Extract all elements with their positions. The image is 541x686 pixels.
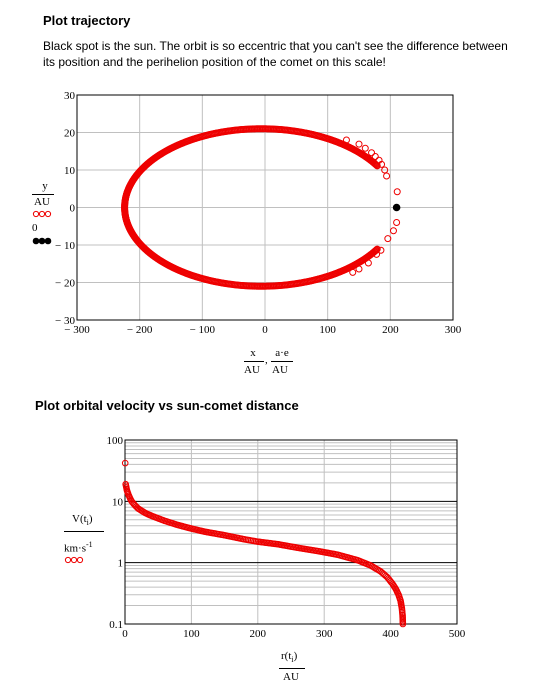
chart1-y-tick-label: 0 bbox=[70, 203, 76, 215]
chart1-y-tick-label: − 10 bbox=[55, 240, 75, 252]
chart2-velocity-point bbox=[121, 459, 129, 467]
chart1-xlabel-den: AU bbox=[244, 364, 260, 376]
chart2-y-tick-label: 100 bbox=[107, 435, 124, 447]
chart1-orbit-point bbox=[372, 246, 380, 254]
chart1-y-tick-label: 10 bbox=[64, 165, 76, 177]
chart1-legend-sun-marker bbox=[32, 237, 40, 245]
chart2-legend-marker bbox=[70, 556, 78, 564]
chart2-x-tick-label: 0 bbox=[122, 628, 128, 640]
chart2-velocity-point bbox=[131, 502, 139, 509]
chart1-x-tick-label: 0 bbox=[262, 324, 268, 336]
chart1-orbit-point bbox=[373, 246, 381, 254]
chart1-x-tick-label: 100 bbox=[319, 324, 336, 336]
chart2-legend-marker bbox=[64, 556, 72, 564]
chart1-orbit-point bbox=[342, 136, 350, 144]
chart1-frame bbox=[76, 94, 454, 321]
chart1-orbit-point bbox=[355, 265, 363, 273]
chart1-orbit-point bbox=[389, 227, 397, 235]
chart2-xlabel-den: AU bbox=[283, 671, 299, 683]
chart1-orbit-point bbox=[373, 250, 381, 258]
chart1-legend-sun-marker bbox=[38, 237, 46, 245]
chart1-y-tick-label: 20 bbox=[64, 128, 76, 140]
chart1-x-tick-label: − 300 bbox=[64, 324, 90, 336]
chart1-xlabel-bar2 bbox=[271, 361, 293, 362]
chart2-x-tick-label: 400 bbox=[382, 628, 399, 640]
chart1-ylabel-den: AU bbox=[34, 196, 50, 208]
chart1-ylabel-zero: 0 bbox=[32, 222, 38, 234]
chart1-xlabel-num2: a·e bbox=[275, 347, 289, 359]
chart2-ylabel-fraction-bar bbox=[64, 531, 104, 532]
description-text: Black spot is the sun. The orbit is so e… bbox=[43, 39, 508, 69]
chart1-y-tick-label: − 20 bbox=[55, 278, 75, 290]
chart1-y-tick-label: 30 bbox=[64, 90, 76, 102]
chart1-x-tick-label: 300 bbox=[445, 324, 462, 336]
chart1-xlabel-sep: , bbox=[265, 354, 268, 366]
chart2-ylabel-den: km·s-1 bbox=[64, 540, 93, 555]
chart1-orbit-point bbox=[381, 166, 389, 174]
chart2-x-tick-label: 500 bbox=[449, 628, 466, 640]
chart1-ylabel-num: y bbox=[42, 180, 48, 192]
chart2-velocity-point bbox=[399, 620, 407, 628]
chart1-ylabel-fraction-bar bbox=[32, 194, 54, 195]
chart1-y-tick-label: − 30 bbox=[55, 315, 75, 327]
chart1-x-tick-label: − 100 bbox=[190, 324, 216, 336]
chart2-y-tick-label: 1 bbox=[118, 558, 124, 570]
chart1-orbit-point bbox=[393, 188, 401, 196]
chart1-sun-marker bbox=[392, 203, 401, 212]
chart1-orbit-point bbox=[383, 172, 391, 180]
chart1-orbit-point bbox=[368, 149, 376, 157]
chart2-x-tick-label: 300 bbox=[316, 628, 333, 640]
chart2-x-tick-label: 200 bbox=[250, 628, 267, 640]
chart1-xlabel-den2: AU bbox=[272, 364, 288, 376]
chart2-xlabel-bar bbox=[279, 668, 305, 669]
chart2-legend-marker bbox=[76, 556, 84, 564]
chart1-legend-orbit-marker bbox=[38, 210, 46, 218]
chart1-legend-orbit-marker bbox=[44, 210, 52, 218]
chart1-orbit-point bbox=[373, 245, 381, 253]
chart1-orbit-point bbox=[375, 156, 383, 164]
chart1-orbit-point bbox=[384, 235, 392, 243]
chart2-ylabel-num: V(ti) bbox=[72, 513, 93, 528]
chart2-frame bbox=[124, 439, 458, 625]
chart1-xlabel-bar1 bbox=[244, 361, 264, 362]
chart1-orbit-point bbox=[355, 140, 363, 148]
chart1-legend-sun-marker bbox=[44, 237, 52, 245]
chart1-orbit-point bbox=[349, 268, 357, 276]
chart2-x-tick-label: 100 bbox=[183, 628, 200, 640]
chart1-orbit-point bbox=[371, 153, 379, 160]
chart2-xlabel-num: r(ti) bbox=[281, 650, 298, 665]
chart2-y-tick-label: 0.1 bbox=[109, 619, 123, 631]
chart1-xlabel-num: x bbox=[250, 347, 256, 359]
chart1-orbit-point bbox=[377, 246, 385, 254]
chart1-x-tick-label: 200 bbox=[382, 324, 399, 336]
chart1-x-tick-label: − 200 bbox=[127, 324, 153, 336]
section-title-trajectory: Plot trajectory bbox=[43, 13, 131, 28]
chart2-y-tick-label: 10 bbox=[112, 496, 124, 508]
chart1-legend-orbit-marker bbox=[32, 210, 40, 218]
section-title-velocity: Plot orbital velocity vs sun-comet dista… bbox=[35, 398, 299, 413]
chart1-orbit-point bbox=[393, 219, 401, 226]
chart1-orbit-point bbox=[364, 259, 372, 267]
chart1-orbit-point bbox=[361, 144, 369, 152]
